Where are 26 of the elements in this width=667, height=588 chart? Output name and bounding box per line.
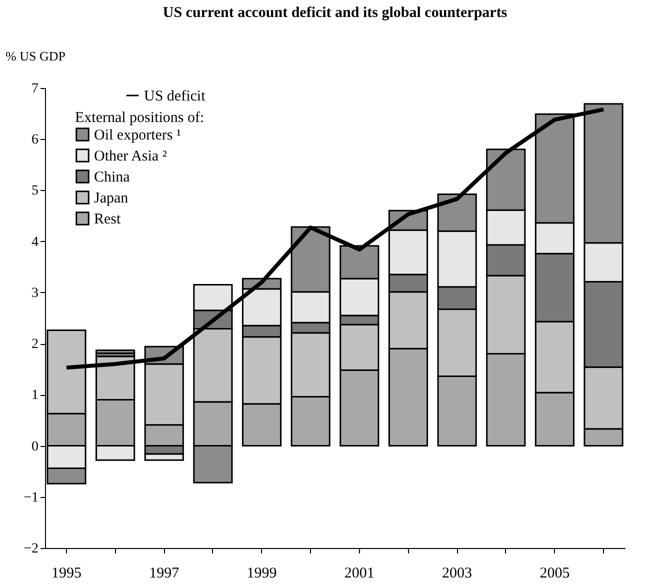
legend-label: US deficit bbox=[144, 88, 206, 104]
legend-label: Oil exporters ¹ bbox=[94, 128, 181, 144]
x-tick-label: 2001 bbox=[344, 566, 374, 582]
legend-label: Rest bbox=[94, 212, 122, 228]
legend-label: China bbox=[94, 170, 130, 186]
x-tick-label: 2003 bbox=[442, 566, 472, 582]
legend-title: External positions of: bbox=[75, 110, 204, 126]
y-tick-label: 0 bbox=[32, 439, 38, 454]
legend-label: Other Asia ² bbox=[94, 148, 168, 164]
y-tick-label: −1 bbox=[24, 490, 38, 506]
chart-title: US current account deficit and its global counterparts bbox=[162, 5, 508, 21]
x-tick-label: 1997 bbox=[149, 566, 180, 582]
y-tick-label: −2 bbox=[24, 542, 38, 556]
y-tick-label: 1 bbox=[32, 388, 38, 404]
bar bbox=[96, 349, 136, 354]
y-tick-label: 7 bbox=[32, 82, 38, 96]
x-tick-label: 1999 bbox=[246, 566, 277, 582]
y-tick-label: 3 bbox=[32, 286, 38, 301]
x-tick-label: 1995 bbox=[51, 566, 82, 582]
y-tick-label: 6 bbox=[32, 132, 38, 148]
legend-label: Japan bbox=[94, 190, 129, 206]
y-tick-label: 2 bbox=[32, 337, 38, 352]
y-axis-title: % US GDP bbox=[6, 48, 66, 64]
y-tick-label: 5 bbox=[32, 184, 38, 199]
x-tick-label: 2005 bbox=[540, 566, 570, 582]
y-tick-label: 4 bbox=[32, 234, 38, 250]
